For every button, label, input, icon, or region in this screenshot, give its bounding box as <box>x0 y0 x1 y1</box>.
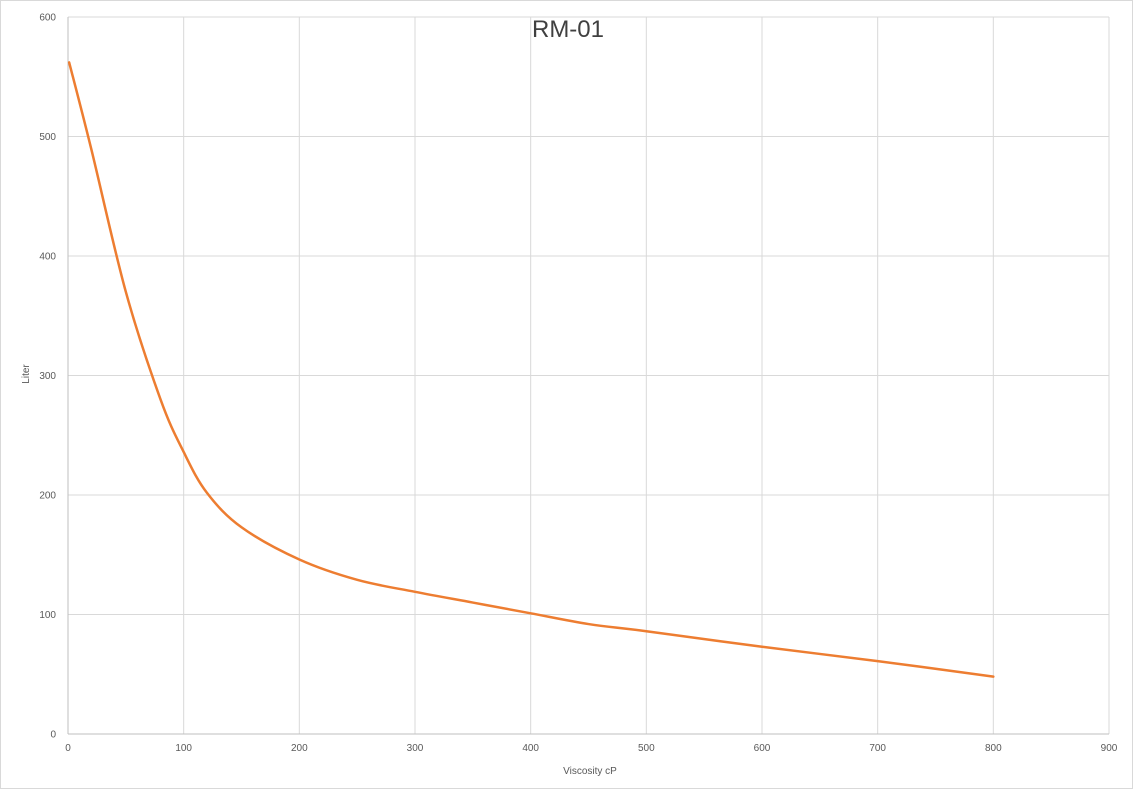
x-tick-label: 0 <box>65 743 71 754</box>
y-tick-label: 0 <box>50 730 56 741</box>
gridlines <box>68 16 1110 734</box>
series-line <box>67 61 995 678</box>
x-tick-label: 400 <box>522 743 539 754</box>
y-tick-label: 400 <box>39 252 56 263</box>
x-tick-label: 300 <box>407 743 424 754</box>
x-tick-label: 800 <box>985 743 1002 754</box>
y-tick-label: 300 <box>39 371 56 382</box>
x-tick-label: 200 <box>291 743 308 754</box>
series-layer <box>67 61 995 678</box>
x-tick-label: 600 <box>754 743 771 754</box>
x-tick-label: 500 <box>638 743 655 754</box>
chart-title: RM-01 <box>532 16 604 43</box>
axes: 0 100 200 300 400 500 600 700 800 900 0 100 200 300 40… <box>39 13 1117 755</box>
y-tick-label: 200 <box>39 491 56 502</box>
y-tick-label: 600 <box>39 13 56 24</box>
x-tick-label: 900 <box>1101 743 1118 754</box>
labels: RM-01 Viscosity cP Liter <box>21 16 617 777</box>
x-tick-label: 700 <box>869 743 886 754</box>
x-tick-label: 100 <box>175 743 192 754</box>
y-axis-title: Liter <box>21 364 32 384</box>
y-tick-label: 100 <box>39 610 56 621</box>
x-axis-title: Viscosity cP <box>563 766 617 777</box>
y-tick-label: 500 <box>39 132 56 143</box>
